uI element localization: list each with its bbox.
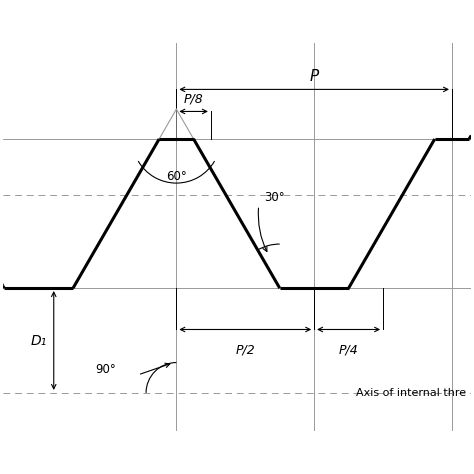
Text: 90°: 90° <box>95 364 116 376</box>
Text: P: P <box>310 69 319 84</box>
Text: P/2: P/2 <box>236 343 255 356</box>
Text: 60°: 60° <box>166 170 187 183</box>
Text: 30°: 30° <box>264 191 285 203</box>
Text: P/4: P/4 <box>339 343 358 356</box>
Text: Axis of internal thre: Axis of internal thre <box>356 388 466 398</box>
Text: D₁: D₁ <box>30 334 47 347</box>
Text: P/8: P/8 <box>184 93 203 106</box>
